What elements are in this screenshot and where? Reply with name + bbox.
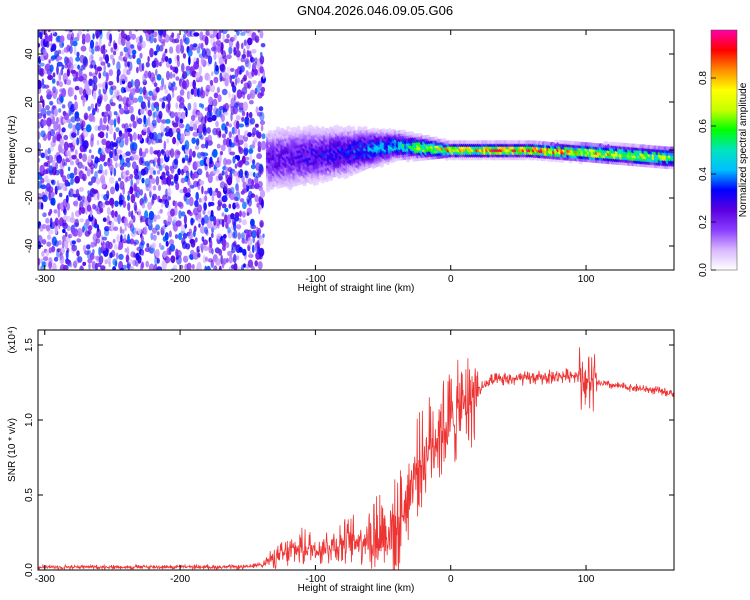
- spectrogram-y-label: Frequency (Hz): [7, 116, 18, 185]
- snr-panel: -300 -200 -100 0 100 0.0 0.5 1.0 1.5 Height of …: [7, 326, 675, 594]
- spectrogram-heatmap: [38, 30, 674, 270]
- spectrogram-x-label: Height of straight line (km): [298, 283, 415, 294]
- snr-y-scale-label: (x10⁴): [7, 326, 18, 353]
- heat-band-cell: [302, 126, 307, 131]
- y-tick-label: 20: [24, 96, 35, 108]
- heat-band-cell: [276, 126, 281, 131]
- x-tick-label: 100: [578, 274, 595, 285]
- colorbar-tick-label: 0.4: [698, 167, 709, 181]
- heat-band-cell: [314, 180, 319, 186]
- snr-y-ticks: 0.0 0.5 1.0 1.5: [24, 338, 674, 577]
- heat-band-cell: [345, 173, 350, 179]
- colorbar-ticks: 0.0 0.2 0.4 0.6 0.8: [698, 71, 716, 277]
- x-tick-label: -300: [35, 574, 55, 585]
- x-tick-label: -100: [305, 274, 325, 285]
- snr-x-ticks: -300 -200 -100 0 100: [35, 330, 595, 585]
- snr-background: [38, 330, 674, 570]
- colorbar-gradient: [711, 30, 737, 270]
- snr-y-label: SNR (10 * v/v): [7, 418, 18, 482]
- x-tick-label: -200: [170, 574, 190, 585]
- heat-band-cell: [351, 126, 356, 131]
- x-tick-label: -100: [305, 574, 325, 585]
- x-tick-label: -300: [35, 274, 55, 285]
- y-tick-label: 0: [24, 147, 35, 153]
- snr-frame: [37, 329, 675, 571]
- colorbar-tick-label: 0.2: [698, 215, 709, 229]
- heat-band-cell: [363, 125, 368, 131]
- colorbar-label: Normalized spectral amplitude: [738, 82, 749, 217]
- colorbar-tick-label: 0.6: [698, 119, 709, 133]
- figure-title: GN04.2026.046.09.05.G06: [297, 3, 453, 18]
- x-tick-label: 0: [448, 574, 454, 585]
- snr-series-line: [38, 347, 674, 570]
- y-tick-label: 0.0: [24, 563, 35, 577]
- y-tick-label: 1.0: [24, 413, 35, 427]
- y-tick-label: -40: [24, 238, 35, 253]
- heat-band-cell: [296, 125, 301, 130]
- y-tick-label: -20: [24, 190, 35, 205]
- heat-band-cell: [357, 126, 362, 131]
- colorbar-tick-label: 0.0: [698, 263, 709, 277]
- y-tick-label: 40: [24, 48, 35, 60]
- spectrogram-y-ticks: -40 -20 0 20 40: [24, 48, 674, 253]
- colorbar-tick-label: 0.8: [698, 71, 709, 85]
- x-tick-label: 100: [578, 574, 595, 585]
- spectrogram-x-ticks: -300 -200 -100 0 100: [35, 30, 595, 285]
- heat-band-cell: [286, 126, 291, 131]
- x-tick-label: 0: [448, 274, 454, 285]
- heat-band-cell: [320, 126, 325, 131]
- colorbar-frame: [710, 29, 738, 271]
- y-tick-label: 0.5: [24, 488, 35, 502]
- x-tick-label: -200: [170, 274, 190, 285]
- snr-x-label: Height of straight line (km): [298, 583, 415, 594]
- y-tick-label: 1.5: [24, 338, 35, 352]
- colorbar: 0.0 0.2 0.4 0.6 0.8 Normalized spectral ampl…: [698, 29, 749, 277]
